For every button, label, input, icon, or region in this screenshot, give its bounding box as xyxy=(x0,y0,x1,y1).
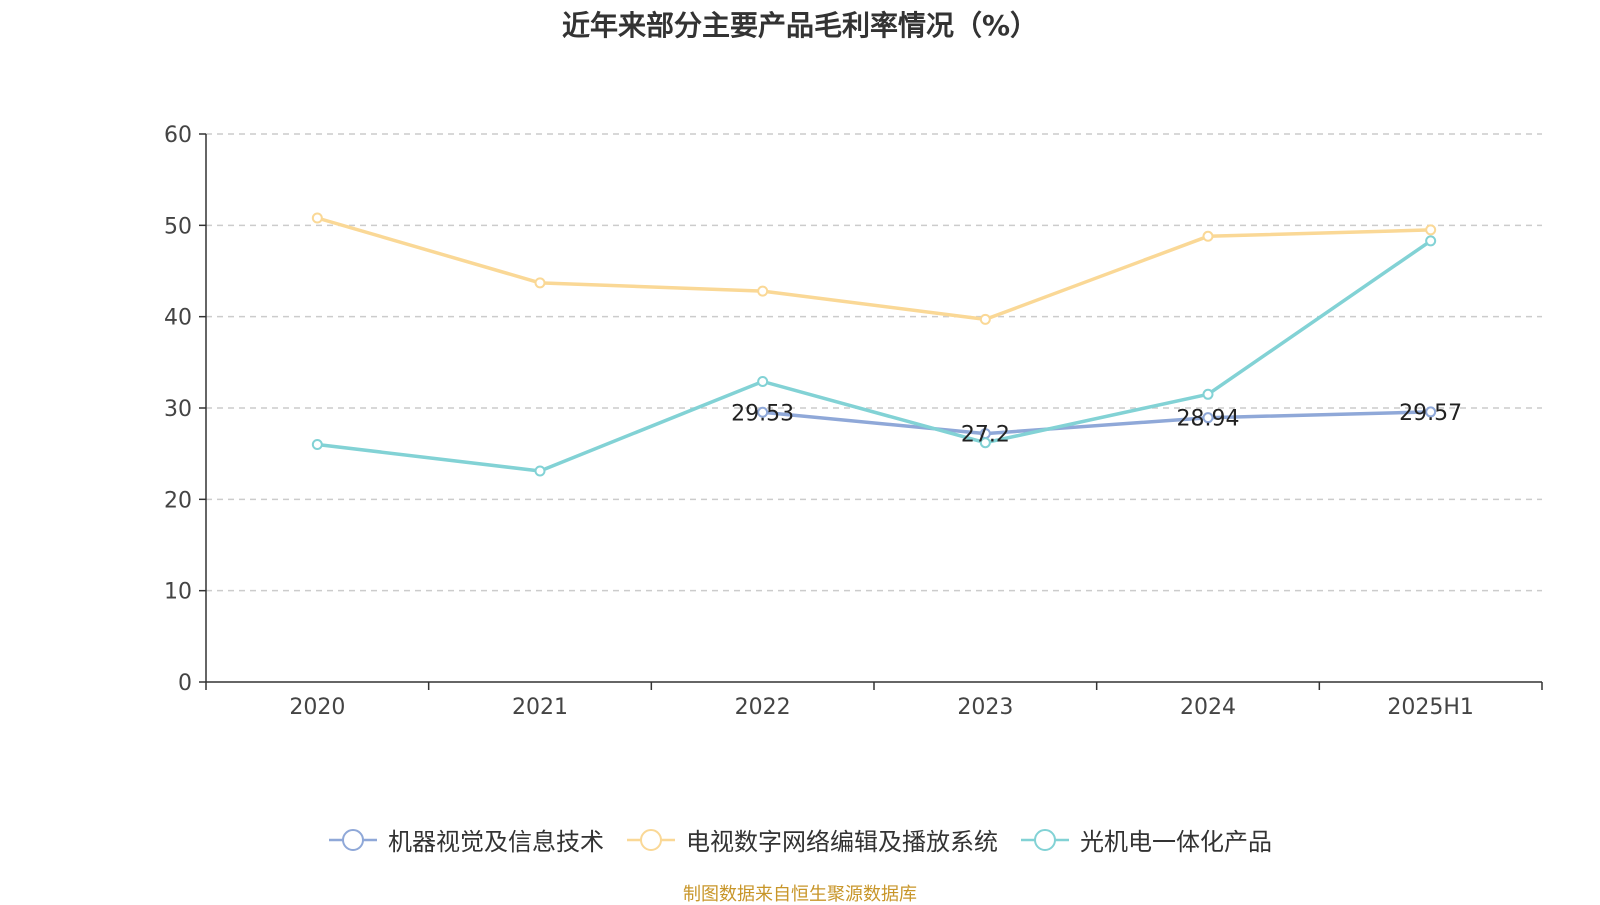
data-point xyxy=(1425,224,1437,236)
axes: 0 10 20 30 40 50 60 2020 2021 2022 2023 2024 2025H1 xyxy=(164,123,1543,720)
data-point xyxy=(757,376,769,388)
legend-label: 电视数字网络编辑及播放系统 xyxy=(686,828,998,856)
data-point xyxy=(1202,388,1214,400)
data-point xyxy=(311,212,323,224)
data-point xyxy=(979,437,991,449)
legend-item[interactable]: 光机电一体化产品 xyxy=(1020,822,1272,857)
series-lines xyxy=(311,212,1437,477)
y-tick-label: 50 xyxy=(164,214,192,239)
legend-label: 机器视觉及信息技术 xyxy=(388,828,604,856)
series-line-0 xyxy=(760,410,1433,436)
data-point xyxy=(534,277,546,289)
data-point xyxy=(534,465,546,477)
data-point xyxy=(757,285,769,297)
x-tick-label: 2020 xyxy=(289,695,345,720)
data-point xyxy=(979,313,991,325)
legend: 机器视觉及信息技术 电视数字网络编辑及播放系统 光机电一体化产品 xyxy=(0,822,1600,857)
x-tick-label: 2023 xyxy=(957,695,1013,720)
series-line-1 xyxy=(315,216,1433,322)
legend-label: 光机电一体化产品 xyxy=(1080,828,1272,856)
chart-title: 近年来部分主要产品毛利率情况（%） xyxy=(561,9,1039,42)
source-note: 制图数据来自恒生聚源数据库 xyxy=(683,884,917,905)
series-line-2 xyxy=(315,239,1433,473)
legend-line-circle-icon xyxy=(627,828,675,851)
data-point xyxy=(1202,412,1214,424)
x-tick-label: 2025H1 xyxy=(1387,695,1474,720)
grid-lines xyxy=(206,133,1542,592)
data-labels: 29.53 27.2 28.94 29.57 xyxy=(731,401,1462,448)
y-tick-label: 0 xyxy=(178,671,192,696)
data-point xyxy=(1425,406,1437,418)
data-point xyxy=(1425,235,1437,247)
legend-item[interactable]: 电视数字网络编辑及播放系统 xyxy=(626,822,998,857)
legend-line-circle-icon xyxy=(329,828,377,851)
data-point xyxy=(1202,230,1214,242)
data-label: 29.57 xyxy=(1399,401,1462,426)
data-point xyxy=(757,406,769,418)
data-label: 28.94 xyxy=(1177,407,1240,432)
legend-circle xyxy=(342,828,364,851)
legend-circle xyxy=(1034,828,1056,851)
x-tick-label: 2022 xyxy=(735,695,791,720)
data-label: 27.2 xyxy=(961,423,1010,448)
legend-circle xyxy=(640,828,662,851)
y-tick-label: 40 xyxy=(164,306,192,331)
legend-line-circle-icon xyxy=(1021,828,1069,851)
legend-item[interactable]: 机器视觉及信息技术 xyxy=(328,822,604,857)
x-tick-label: 2021 xyxy=(512,695,568,720)
y-tick-label: 60 xyxy=(164,123,192,148)
y-tick-label: 30 xyxy=(164,397,192,422)
x-tick-label: 2024 xyxy=(1180,695,1236,720)
y-tick-label: 20 xyxy=(164,488,192,513)
y-tick-label: 10 xyxy=(164,580,192,605)
data-point xyxy=(311,439,323,451)
data-label: 29.53 xyxy=(731,401,794,426)
